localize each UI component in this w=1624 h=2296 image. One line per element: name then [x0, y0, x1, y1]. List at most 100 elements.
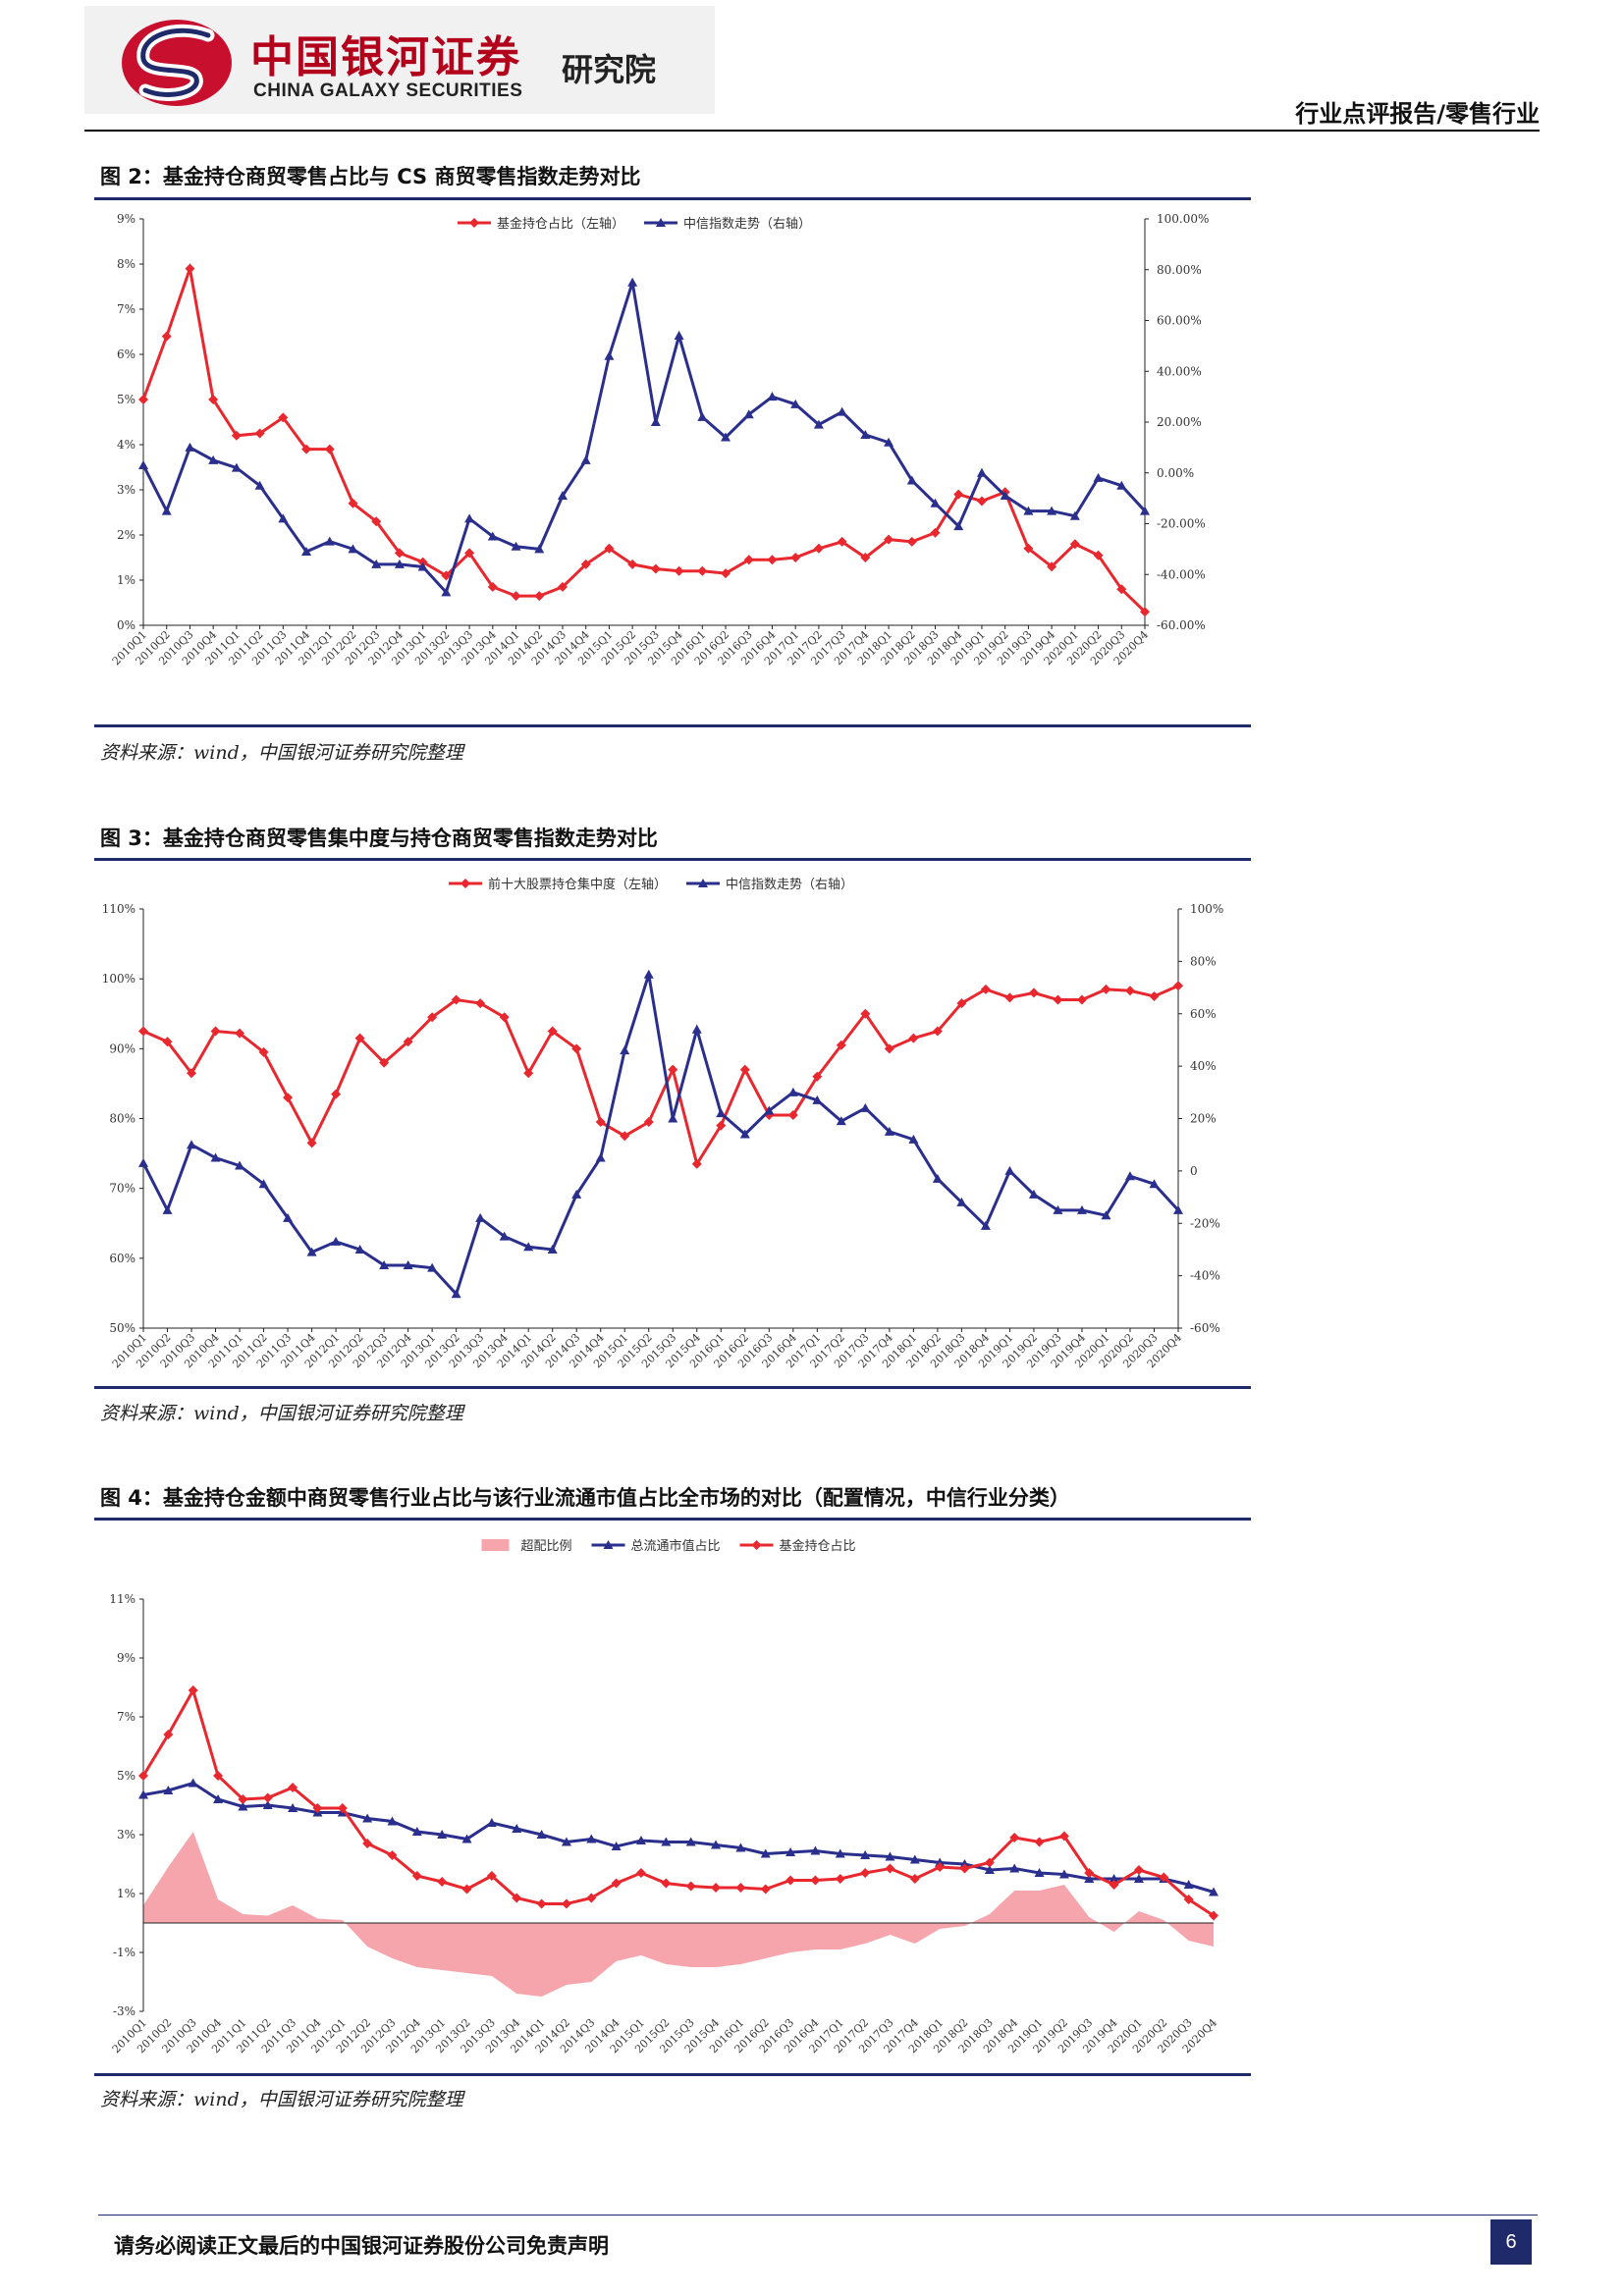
- data-point-1: [278, 513, 289, 523]
- data-point-2: [685, 1881, 696, 1892]
- data-point-1: [1004, 1165, 1015, 1175]
- data-point-0: [324, 444, 335, 454]
- data-point-0: [650, 563, 661, 574]
- legend-marker-1: [698, 879, 708, 887]
- right-tick-label: 60%: [1190, 1007, 1217, 1021]
- series-line-1: [142, 1781, 1215, 1894]
- figure-2-title: 图 2：基金持仓商贸零售占比与 CS 商贸零售指数走势对比: [100, 165, 641, 188]
- footer-disclaimer: 请务必阅读正文最后的中国银河证券股份公司免责声明: [114, 2234, 609, 2258]
- data-point-1: [1023, 506, 1034, 515]
- data-point-0: [254, 428, 265, 439]
- left-tick-label: 11%: [109, 1592, 135, 1606]
- data-point-0: [1149, 990, 1160, 1001]
- data-point-1: [884, 1126, 894, 1136]
- data-point-0: [836, 1040, 846, 1050]
- data-point-0: [511, 591, 521, 602]
- data-point-1: [571, 1189, 582, 1199]
- company-logo-icon: [122, 20, 232, 106]
- left-tick-label: 8%: [117, 257, 135, 271]
- data-point-0: [161, 331, 172, 342]
- right-tick-label: 100%: [1190, 902, 1223, 916]
- data-point-2: [1058, 1831, 1069, 1842]
- data-point-1: [331, 1236, 342, 1246]
- footer-divider: [98, 2215, 1538, 2216]
- data-point-1: [813, 419, 824, 429]
- data-point-0: [953, 489, 964, 500]
- data-point-2: [312, 1803, 323, 1813]
- data-point-2: [163, 1730, 174, 1739]
- data-point-0: [980, 984, 991, 994]
- legend-label-2: 基金持仓占比: [780, 1538, 856, 1554]
- right-tick-label: 60.00%: [1157, 314, 1202, 328]
- data-point-0: [595, 1117, 606, 1128]
- data-point-0: [441, 570, 452, 581]
- data-point-0: [138, 395, 148, 404]
- data-point-1: [557, 491, 568, 501]
- data-point-0: [1028, 988, 1039, 998]
- data-point-2: [362, 1839, 373, 1848]
- legend-marker-0: [469, 218, 479, 228]
- series-area-0: [143, 1832, 1214, 1997]
- data-point-1: [213, 1794, 224, 1803]
- data-point-1: [1009, 1863, 1020, 1873]
- data-point-2: [611, 1878, 622, 1889]
- data-point-1: [611, 1842, 622, 1850]
- data-point-1: [348, 544, 358, 554]
- report-type: 行业点评报告/零售行业: [1295, 100, 1540, 128]
- data-point-1: [956, 1197, 967, 1206]
- data-point-0: [860, 1008, 871, 1019]
- data-point-1: [980, 1220, 991, 1230]
- data-point-1: [620, 1045, 630, 1055]
- data-point-0: [379, 1057, 390, 1068]
- data-point-1: [909, 1854, 920, 1864]
- data-point-0: [187, 1068, 197, 1079]
- data-point-0: [371, 516, 382, 527]
- data-point-2: [188, 1685, 198, 1695]
- data-point-0: [331, 1089, 342, 1099]
- data-point-1: [512, 1824, 522, 1833]
- left-tick-label: 6%: [117, 347, 135, 361]
- data-point-1: [161, 506, 172, 515]
- data-point-1: [860, 1850, 871, 1859]
- left-tick-label: 7%: [117, 302, 135, 316]
- data-point-0: [627, 559, 638, 569]
- data-point-0: [451, 994, 461, 1005]
- data-point-1: [1000, 491, 1010, 501]
- data-point-0: [348, 498, 358, 508]
- left-tick-label: -3%: [113, 2004, 135, 2018]
- left-tick-label: 2%: [117, 528, 135, 542]
- data-point-1: [138, 459, 148, 469]
- data-point-1: [885, 1851, 895, 1861]
- data-point-2: [810, 1875, 821, 1886]
- data-point-1: [1047, 506, 1057, 515]
- data-point-1: [379, 1259, 390, 1269]
- data-point-1: [235, 1160, 245, 1170]
- data-point-1: [790, 399, 801, 408]
- data-point-2: [635, 1868, 646, 1878]
- data-point-0: [721, 568, 731, 579]
- logo-english-name: CHINA GALAXY SECURITIES: [253, 80, 523, 101]
- data-point-0: [976, 496, 987, 507]
- data-point-0: [571, 1043, 582, 1054]
- data-point-1: [721, 432, 731, 442]
- data-point-0: [697, 565, 708, 576]
- data-point-0: [1053, 994, 1063, 1005]
- data-point-1: [1209, 1887, 1218, 1896]
- data-point-2: [536, 1898, 547, 1909]
- legend-marker-1: [656, 218, 666, 227]
- data-point-1: [932, 1173, 943, 1183]
- data-point-1: [1058, 1869, 1069, 1879]
- data-point-2: [337, 1803, 348, 1813]
- data-point-2: [661, 1878, 672, 1889]
- legend-label-1: 中信指数走势（右轴）: [683, 216, 811, 232]
- data-point-2: [586, 1893, 597, 1903]
- data-point-0: [547, 1026, 558, 1037]
- data-point-1: [486, 1818, 497, 1827]
- data-point-2: [1183, 1895, 1194, 1904]
- right-tick-label: -40%: [1190, 1269, 1220, 1283]
- data-point-0: [354, 1033, 365, 1043]
- data-point-1: [461, 1834, 472, 1843]
- figure-2-bottom-rule: [94, 724, 1251, 727]
- series-line-1: [141, 282, 1147, 596]
- series-line-0: [141, 262, 1147, 614]
